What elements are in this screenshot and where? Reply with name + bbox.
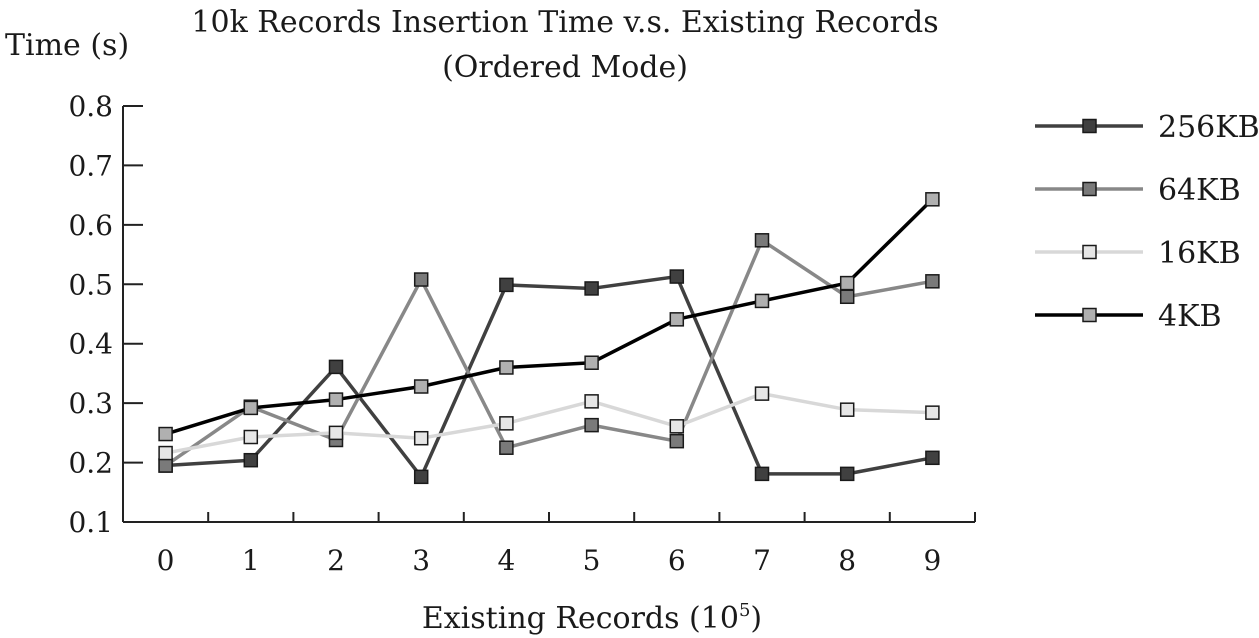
series-line-64KB (164, 238, 933, 467)
data-point-256KB (669, 269, 685, 284)
x-tick-label: 6 (668, 544, 686, 577)
series-256KB (158, 269, 940, 485)
legend-item-64KB: 64KB (1035, 173, 1241, 208)
x-tick-label: 5 (583, 544, 601, 577)
x-tick-label: 7 (753, 544, 771, 577)
data-point-64KB (158, 458, 173, 473)
x-tick-label: 1 (242, 544, 260, 577)
legend-marker (1082, 244, 1097, 260)
data-point-16KB (499, 416, 514, 431)
data-point-16KB (158, 445, 173, 461)
x-axis-label: Existing Records (105) (422, 600, 762, 636)
x-tick-label: 0 (157, 544, 175, 577)
x-axis-label-close: ) (750, 601, 762, 636)
series-line-16KB (165, 391, 933, 455)
data-point-256KB (754, 466, 770, 482)
chart-title: 10k Records Insertion Time v.s. Existing… (191, 5, 938, 40)
data-point-256KB (499, 277, 514, 293)
data-point-4KB (754, 293, 770, 309)
data-point-16KB (413, 430, 429, 446)
data-point-256KB (413, 469, 429, 485)
legend-item-16KB: 16KB (1035, 236, 1241, 271)
y-tick-label: 0.1 (68, 506, 113, 539)
legend-marker (1082, 307, 1097, 323)
x-axis-label-exponent: 5 (739, 600, 750, 621)
data-point-4KB (584, 355, 599, 370)
data-point-16KB (243, 429, 259, 445)
series-layer (158, 192, 940, 485)
x-tick-label: 9 (923, 544, 941, 577)
legend-label: 256KB (1158, 110, 1259, 145)
data-point-4KB (328, 392, 344, 407)
data-point-16KB (839, 402, 855, 417)
data-point-4KB (925, 192, 940, 207)
data-point-256KB (328, 359, 344, 375)
data-point-256KB (839, 466, 855, 482)
legend-label: 4KB (1158, 299, 1222, 334)
legend-item-256KB: 256KB (1035, 110, 1259, 145)
data-point-4KB (158, 426, 173, 442)
y-tick-label: 0.6 (68, 209, 113, 242)
data-point-64KB (669, 433, 685, 449)
data-point-256KB (243, 452, 259, 468)
legend: 256KB 64KB 16KB 4KB (1035, 110, 1259, 334)
data-point-16KB (328, 425, 344, 441)
data-point-16KB (925, 405, 940, 420)
legend-label: 64KB (1158, 173, 1241, 208)
data-point-64KB (584, 417, 599, 433)
y-tick-label: 0.7 (68, 149, 113, 182)
data-point-4KB (243, 400, 259, 416)
y-tick-label: 0.5 (68, 268, 113, 301)
x-tick-label: 3 (412, 544, 430, 577)
x-axis-label-text: Existing Records (10 (422, 601, 739, 636)
data-point-64KB (839, 289, 855, 305)
y-tick-label: 0.3 (68, 387, 113, 420)
data-point-16KB (669, 419, 685, 434)
series-line-256KB (165, 274, 933, 479)
y-tick-label: 0.8 (68, 90, 113, 123)
legend-marker (1082, 181, 1097, 197)
chart-subtitle: (Ordered Mode) (442, 50, 688, 85)
data-point-4KB (839, 275, 855, 291)
data-point-64KB (925, 274, 940, 289)
data-point-64KB (754, 233, 770, 248)
legend-marker (1082, 118, 1097, 134)
data-point-4KB (669, 312, 685, 327)
y-tick-label: 0.4 (68, 328, 113, 361)
y-tick-label: 0.2 (68, 447, 113, 480)
legend-item-4KB: 4KB (1035, 299, 1222, 334)
y-axis-label: Time (s) (5, 28, 129, 63)
data-point-64KB (413, 272, 429, 287)
data-point-16KB (584, 394, 599, 409)
axes: 0.1 0.2 0.3 0.4 0.5 0.6 0.7 0.8 0 1 2 3 4 5 6 7 8 9 (68, 90, 976, 577)
x-tick-label: 4 (497, 544, 515, 577)
x-tick-label: 8 (838, 544, 856, 577)
series-4KB (158, 192, 940, 442)
legend-label: 16KB (1158, 236, 1241, 271)
data-point-16KB (754, 386, 770, 401)
data-point-4KB (499, 360, 514, 375)
data-point-256KB (584, 281, 599, 296)
data-point-64KB (499, 440, 514, 455)
series-line-4KB (165, 198, 934, 436)
series-16KB (158, 386, 940, 461)
data-point-256KB (925, 450, 940, 466)
data-point-4KB (413, 379, 429, 394)
x-tick-label: 2 (327, 544, 345, 577)
